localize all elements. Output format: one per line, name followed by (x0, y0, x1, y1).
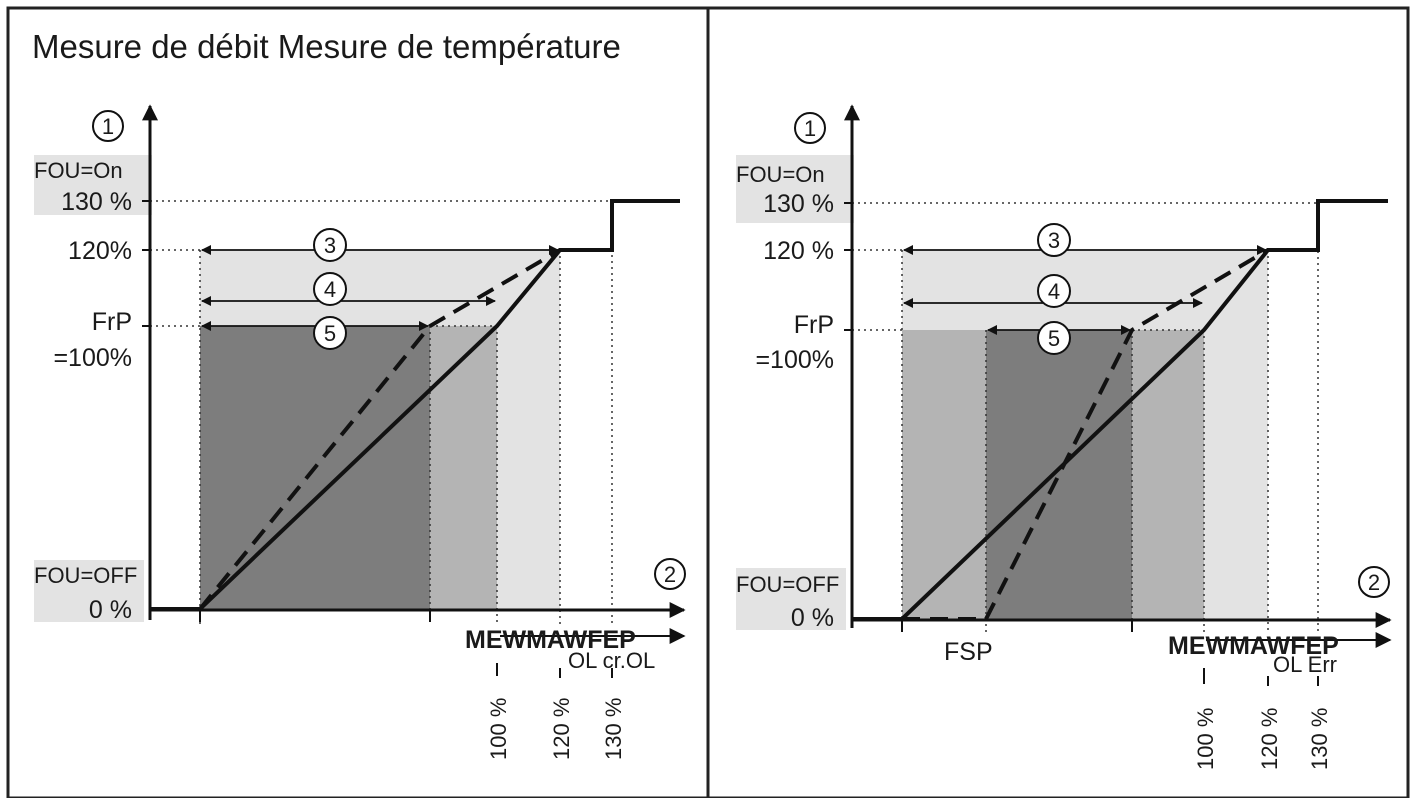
svg-text:5: 5 (1048, 326, 1060, 351)
right-panel: 3 4 5 1 2 FOU=On 130 % 120 % FrP =100% F… (736, 104, 1392, 770)
marker-5: 5 (313, 316, 347, 350)
svg-text:2: 2 (664, 562, 676, 587)
dashed-output-line-r (902, 248, 1270, 621)
y-130-label-r: 130 % (763, 190, 834, 218)
svg-text:1: 1 (804, 116, 816, 141)
x-tick-100-r: 100 % (1193, 708, 1218, 770)
fou-off-band-r (736, 568, 846, 630)
marker-3-r: 3 (1037, 223, 1071, 257)
figure-title: Mesure de débit Mesure de température (32, 28, 621, 65)
svg-text:2: 2 (1368, 570, 1380, 595)
x-tick-120-r: 120 % (1257, 708, 1282, 770)
y-120-label-r: 120 % (763, 237, 834, 265)
svg-text:3: 3 (324, 233, 336, 258)
svg-text:1: 1 (102, 114, 114, 139)
x-axis-labels-r: MEWMAWFEP (1168, 632, 1339, 660)
dashed-output-line (198, 248, 562, 611)
y-120-label: 120% (68, 237, 132, 265)
svg-text:4: 4 (1048, 279, 1060, 304)
fsp-label: FSP (944, 638, 993, 666)
y-100-label-r: =100% (755, 346, 834, 374)
frp-label: FrP (92, 308, 132, 336)
marker-3: 3 (313, 228, 347, 262)
marker-4-r: 4 (1037, 274, 1071, 308)
fou-on-band-r (736, 155, 854, 223)
svg-text:3: 3 (1048, 228, 1060, 253)
marker-4: 4 (313, 272, 347, 306)
y-130-label: 130 % (61, 188, 132, 216)
x-tick-100: 100 % (486, 698, 511, 760)
y-axis-marker-r: 1 (794, 112, 826, 144)
fou-off-label-r: FOU=OFF (736, 572, 839, 597)
x-tick-130: 130 % (601, 698, 626, 760)
dark-region-r (986, 330, 1132, 620)
x-tick-130-r: 130 % (1307, 708, 1332, 770)
marker-5-r: 5 (1037, 321, 1071, 355)
left-panel: 3 4 5 1 2 FOU=On 130 % 120% FrP =100% FO… (34, 104, 686, 760)
x-axis-marker-r: 2 (1358, 566, 1390, 598)
x-tick-120: 120 % (549, 698, 574, 760)
fou-on-band (34, 155, 152, 215)
fou-off-label: FOU=OFF (34, 563, 137, 588)
x-axis-marker: 2 (654, 558, 686, 590)
y-100-label: =100% (53, 344, 132, 372)
y-0-label-r: 0 % (791, 604, 834, 632)
fou-off-band (34, 560, 144, 622)
x-axis-sublabels-r: OL Err (1273, 652, 1337, 677)
svg-text:5: 5 (324, 321, 336, 346)
y-0-label: 0 % (89, 596, 132, 624)
frp-label-r: FrP (794, 311, 834, 339)
y-axis-marker: 1 (92, 110, 124, 142)
svg-text:4: 4 (324, 277, 336, 302)
fou-on-label: FOU=On (34, 158, 123, 183)
x-axis-labels: MEWMAWFEP (465, 626, 636, 654)
fou-on-label-r: FOU=On (736, 162, 825, 187)
